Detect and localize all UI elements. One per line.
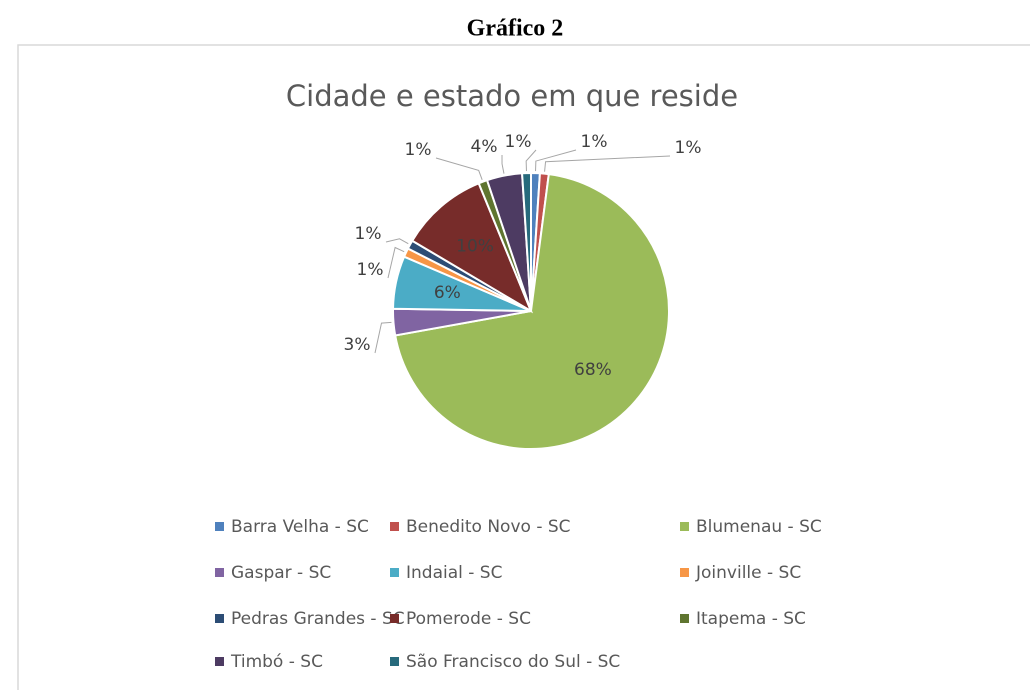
legend-swatch xyxy=(680,568,689,577)
legend-label: Itapema - SC xyxy=(696,609,806,629)
legend-swatch xyxy=(680,614,689,623)
legend-label: Pomerode - SC xyxy=(406,609,531,629)
chart-border xyxy=(17,44,1030,690)
data-label: 6% xyxy=(434,283,461,303)
legend-label: Joinville - SC xyxy=(695,563,801,583)
legend-swatch xyxy=(680,522,689,531)
pie-slice xyxy=(521,171,532,312)
data-label: 68% xyxy=(574,360,612,380)
leader-line xyxy=(374,321,392,354)
legend-label: Indaial - SC xyxy=(406,563,502,583)
data-label: 10% xyxy=(456,236,494,256)
leader-line xyxy=(501,154,505,174)
legend-label: Blumenau - SC xyxy=(696,517,822,537)
legend-label: Barra Velha - SC xyxy=(231,517,369,537)
legend-swatch xyxy=(215,568,224,577)
leader-line xyxy=(535,149,577,172)
legend-swatch xyxy=(215,657,224,666)
leader-line xyxy=(435,157,483,180)
legend-swatch xyxy=(215,614,224,623)
heading: Gráfico 2 xyxy=(467,16,564,42)
legend-label: Pedras Grandes - SC xyxy=(231,609,405,629)
legend-swatch xyxy=(390,657,399,666)
data-label: 4% xyxy=(471,137,498,157)
data-label: 3% xyxy=(344,335,371,355)
data-label: 1% xyxy=(405,140,432,160)
leader-line xyxy=(544,155,671,172)
legend-swatch xyxy=(215,522,224,531)
data-label: 1% xyxy=(505,132,532,152)
leader-line xyxy=(385,238,409,245)
leader-line xyxy=(525,149,537,172)
legend-label: Benedito Novo - SC xyxy=(406,517,571,537)
data-label: 1% xyxy=(675,138,702,158)
data-label: 1% xyxy=(355,224,382,244)
data-label: 1% xyxy=(581,132,608,152)
chart-title: Cidade e estado em que reside xyxy=(286,79,738,113)
legend-label: São Francisco do Sul - SC xyxy=(406,652,620,672)
legend-swatch xyxy=(390,614,399,623)
data-label: 1% xyxy=(357,260,384,280)
legend-label: Gaspar - SC xyxy=(231,563,331,583)
leader-line xyxy=(387,246,405,279)
legend-swatch xyxy=(390,568,399,577)
legend-swatch xyxy=(390,522,399,531)
legend-label: Timbó - SC xyxy=(230,652,323,672)
pie-slice xyxy=(410,181,534,314)
